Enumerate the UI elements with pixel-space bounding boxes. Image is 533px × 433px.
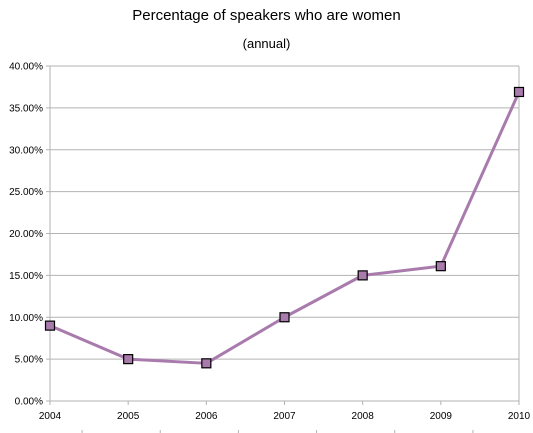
- x-tick-label: 2008: [352, 411, 375, 422]
- data-point-marker: [123, 354, 134, 365]
- y-tick-label: 10.00%: [9, 313, 43, 324]
- data-point-marker: [44, 320, 56, 331]
- y-tick-label: 40.00%: [9, 62, 43, 73]
- y-tick-label: 15.00%: [9, 271, 43, 282]
- y-tick-label: 30.00%: [9, 145, 43, 156]
- x-tick-label: 2010: [508, 411, 531, 422]
- x-tick-label: 2007: [273, 411, 296, 422]
- data-point-marker: [279, 312, 290, 323]
- x-tick-label: 2004: [39, 411, 62, 422]
- data-point-marker: [513, 86, 525, 98]
- y-tick-label: 25.00%: [9, 187, 43, 198]
- x-tick-label: 2005: [117, 411, 140, 422]
- chart-subtitle: (annual): [242, 36, 291, 51]
- x-axis-tick-labels: 2004 2005 2006 2007 2008 2009 2010: [39, 411, 531, 422]
- y-tick-label: 35.00%: [9, 103, 43, 114]
- axes: [46, 65, 520, 433]
- data-series: [44, 86, 525, 369]
- y-tick-label: 5.00%: [15, 355, 43, 366]
- data-point-marker: [435, 261, 446, 272]
- chart-title: Percentage of speakers who are women: [132, 7, 401, 24]
- x-tick-label: 2006: [195, 411, 218, 422]
- series-line: [49, 91, 521, 365]
- y-axis-tick-labels: 0.00% 5.00% 10.00% 15.00% 20.00% 25.00% 30.00%…: [9, 62, 43, 408]
- x-tick-label: 2009: [430, 411, 453, 422]
- data-point-marker: [357, 270, 368, 281]
- data-point-marker: [201, 358, 212, 369]
- y-tick-label: 20.00%: [9, 229, 43, 240]
- y-tick-label: 0.00%: [15, 397, 43, 408]
- grid-lines: [50, 65, 519, 402]
